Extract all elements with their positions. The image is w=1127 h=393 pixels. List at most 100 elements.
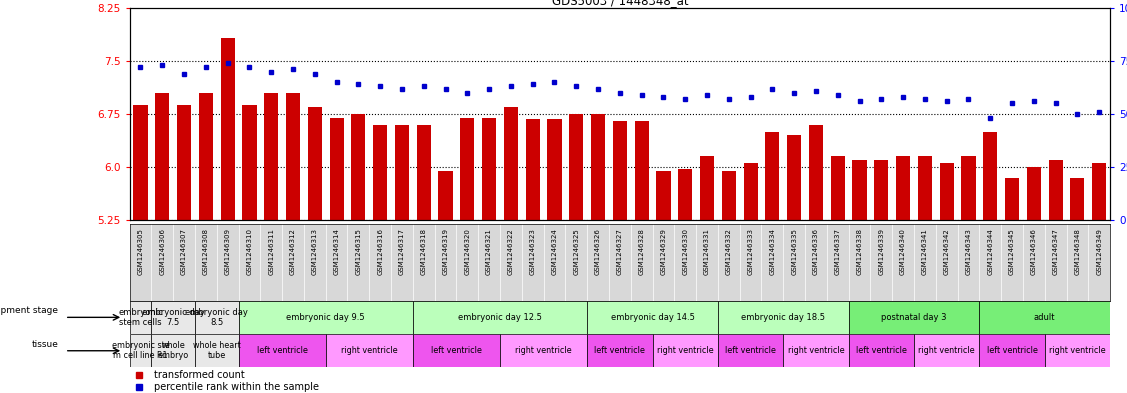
Bar — [613, 121, 627, 220]
Bar — [195, 334, 239, 367]
Bar — [849, 334, 914, 367]
Bar — [394, 125, 409, 220]
Text: GSM1246327: GSM1246327 — [616, 228, 623, 275]
Text: right ventricle: right ventricle — [919, 346, 975, 355]
Bar — [875, 160, 888, 220]
Bar — [591, 114, 605, 220]
Text: right ventricle: right ventricle — [657, 346, 713, 355]
Bar — [221, 38, 234, 220]
Bar — [525, 119, 540, 220]
Bar — [635, 121, 649, 220]
Bar — [721, 171, 736, 220]
Text: GSM1246307: GSM1246307 — [181, 228, 187, 275]
Text: left ventricle: left ventricle — [986, 346, 1038, 355]
Text: left ventricle: left ventricle — [594, 346, 646, 355]
Bar — [587, 301, 718, 334]
Text: GSM1246330: GSM1246330 — [682, 228, 689, 275]
Bar — [412, 334, 500, 367]
Text: GSM1246328: GSM1246328 — [639, 228, 645, 275]
Bar — [151, 301, 195, 334]
Bar — [678, 169, 692, 220]
Text: embryonic day
7.5: embryonic day 7.5 — [142, 308, 205, 327]
Text: GSM1246347: GSM1246347 — [1053, 228, 1058, 275]
Bar — [1027, 167, 1041, 220]
Text: right ventricle: right ventricle — [788, 346, 844, 355]
Bar — [130, 301, 151, 334]
Bar — [979, 301, 1110, 334]
Text: embryonic day 12.5: embryonic day 12.5 — [458, 313, 542, 322]
Bar — [329, 118, 344, 220]
Bar — [979, 334, 1045, 367]
Bar — [849, 301, 979, 334]
Bar — [940, 163, 953, 220]
Text: GSM1246323: GSM1246323 — [530, 228, 535, 275]
Text: GSM1246332: GSM1246332 — [726, 228, 731, 275]
Text: GSM1246306: GSM1246306 — [159, 228, 166, 275]
Bar — [896, 156, 911, 220]
Text: GSM1246337: GSM1246337 — [835, 228, 841, 275]
Bar — [264, 93, 278, 220]
Bar — [352, 114, 365, 220]
Bar — [1092, 163, 1107, 220]
Text: adult: adult — [1033, 313, 1056, 322]
Bar — [831, 156, 845, 220]
Bar — [198, 93, 213, 220]
Text: development stage: development stage — [0, 306, 59, 315]
Bar — [195, 301, 239, 334]
Bar — [983, 132, 997, 220]
Bar — [765, 132, 780, 220]
Bar — [1005, 178, 1019, 220]
Text: GSM1246308: GSM1246308 — [203, 228, 208, 275]
Bar — [809, 125, 823, 220]
Bar — [326, 334, 412, 367]
Bar — [852, 160, 867, 220]
Text: left ventricle: left ventricle — [855, 346, 907, 355]
Bar — [239, 301, 412, 334]
Bar — [700, 156, 715, 220]
Text: postnatal day 3: postnatal day 3 — [881, 313, 947, 322]
Bar — [500, 334, 587, 367]
Text: GSM1246342: GSM1246342 — [943, 228, 950, 275]
Bar — [961, 156, 976, 220]
Text: left ventricle: left ventricle — [431, 346, 482, 355]
Text: GSM1246335: GSM1246335 — [791, 228, 797, 275]
Bar — [242, 105, 257, 220]
Text: GSM1246314: GSM1246314 — [334, 228, 339, 275]
Text: GSM1246322: GSM1246322 — [508, 228, 514, 275]
Text: GSM1246349: GSM1246349 — [1097, 228, 1102, 275]
Text: GSM1246348: GSM1246348 — [1074, 228, 1081, 275]
Bar — [177, 105, 192, 220]
Title: GDS5003 / 1448348_at: GDS5003 / 1448348_at — [551, 0, 689, 7]
Text: tissue: tissue — [32, 340, 59, 349]
Text: GSM1246345: GSM1246345 — [1009, 228, 1015, 275]
Text: GSM1246346: GSM1246346 — [1031, 228, 1037, 275]
Text: GSM1246317: GSM1246317 — [399, 228, 405, 275]
Bar — [1071, 178, 1084, 220]
Text: left ventricle: left ventricle — [725, 346, 777, 355]
Bar — [417, 125, 431, 220]
Text: GSM1246305: GSM1246305 — [137, 228, 143, 275]
Text: GSM1246318: GSM1246318 — [420, 228, 427, 275]
Text: GSM1246336: GSM1246336 — [813, 228, 819, 275]
Bar — [156, 93, 169, 220]
Bar — [460, 118, 474, 220]
Bar — [569, 114, 584, 220]
Text: embryonic ste
m cell line R1: embryonic ste m cell line R1 — [112, 341, 169, 360]
Text: embryonic day 9.5: embryonic day 9.5 — [286, 313, 365, 322]
Bar — [783, 334, 849, 367]
Text: GSM1246340: GSM1246340 — [900, 228, 906, 275]
Bar — [133, 105, 148, 220]
Bar — [1045, 334, 1110, 367]
Bar — [744, 163, 757, 220]
Text: embryonic day 18.5: embryonic day 18.5 — [742, 313, 825, 322]
Text: GSM1246334: GSM1246334 — [770, 228, 775, 275]
Bar — [917, 156, 932, 220]
Bar — [587, 334, 653, 367]
Text: GSM1246311: GSM1246311 — [268, 228, 274, 275]
Text: GSM1246329: GSM1246329 — [660, 228, 666, 275]
Bar — [548, 119, 561, 220]
Text: percentile rank within the sample: percentile rank within the sample — [154, 382, 319, 391]
Text: whole heart
tube: whole heart tube — [193, 341, 241, 360]
Bar — [653, 334, 718, 367]
Text: GSM1246321: GSM1246321 — [486, 228, 492, 275]
